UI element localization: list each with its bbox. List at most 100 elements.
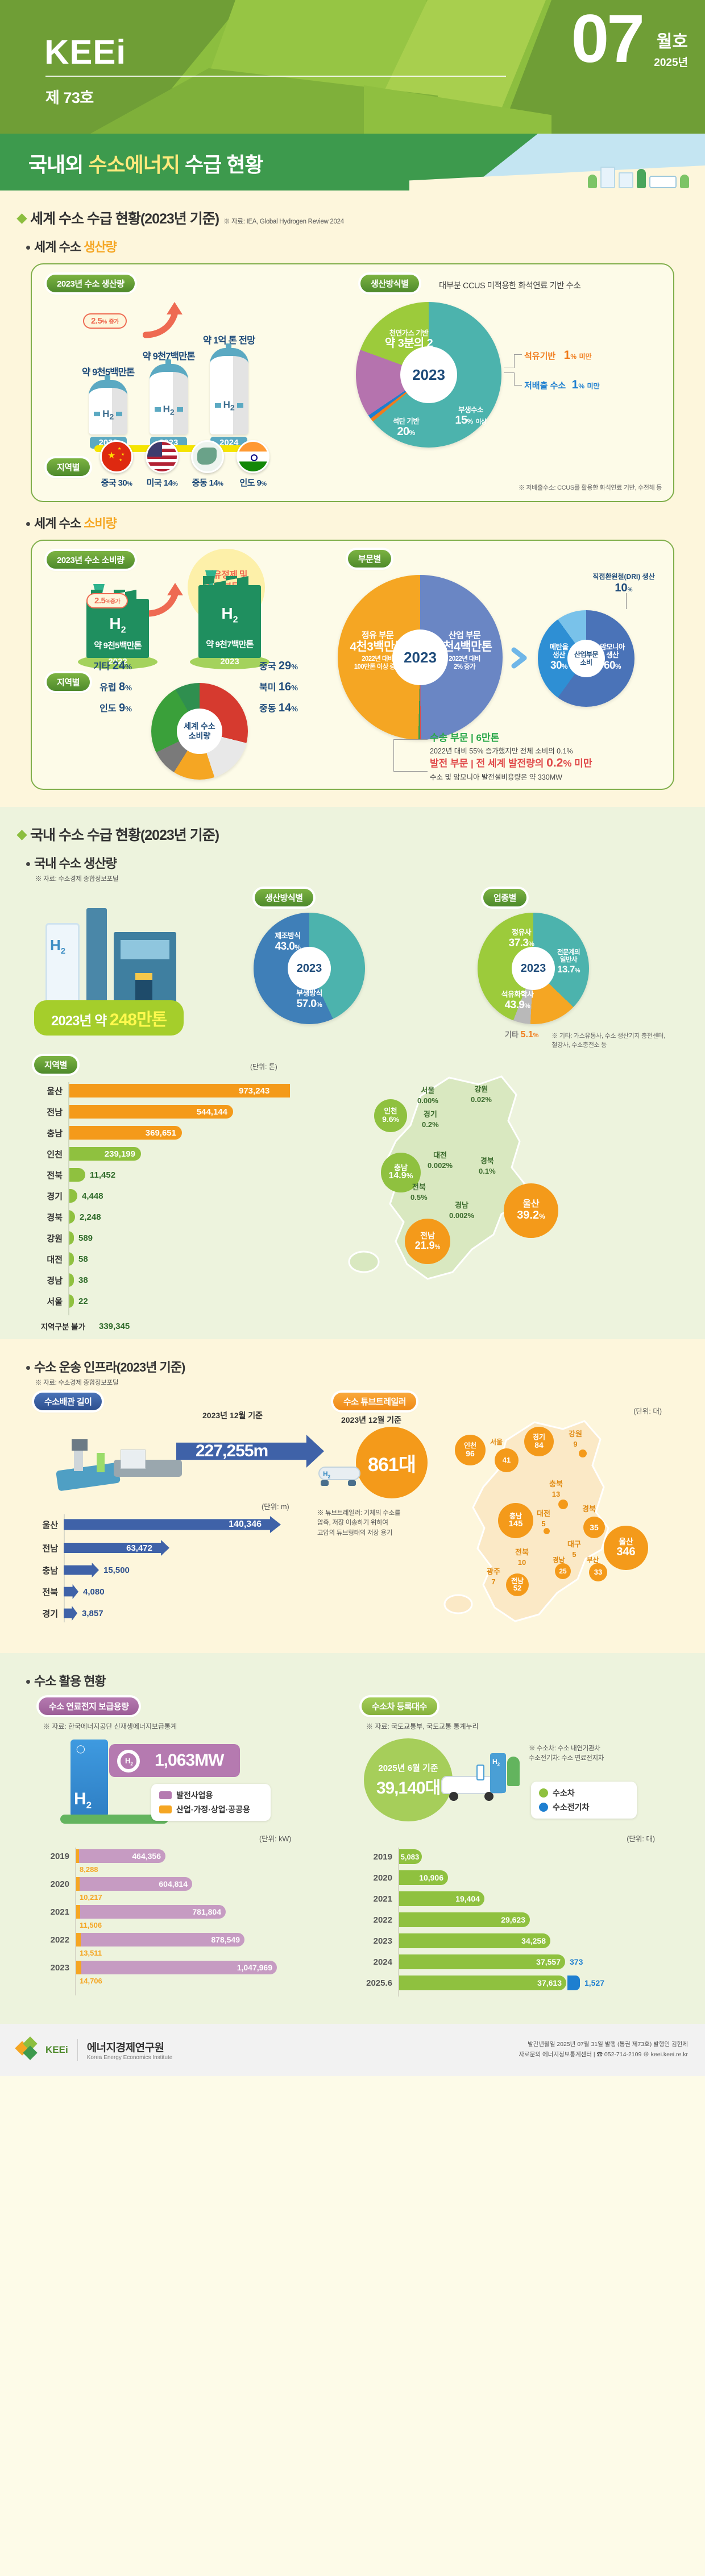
industry-label-ammonia: 암모니아 생산 60% <box>600 643 625 672</box>
map-region-gyeonggi: 경기 0.2% <box>422 1110 439 1129</box>
production-region-flags: ★ ★ ★ ★ 중국 30% 미국 14% <box>100 437 345 495</box>
table-row: 강원 589 <box>39 1229 295 1246</box>
korea-production-map: 서울 0.00% 경기 0.2% 강원 0.02% 인천 9.6% 충남 1 <box>279 1062 671 1306</box>
flag-item: 인도 9% <box>237 440 269 488</box>
sub-value: 13,511 <box>80 1949 102 1957</box>
fuelcell-pill: 수소 연료전지 보급용량 <box>39 1697 139 1715</box>
trailer-gyeongnam-label: 경남 <box>553 1557 565 1564</box>
table-row: 전북 4,080 <box>34 1583 318 1601</box>
pipe-asof: 2023년 12월 기준 <box>202 1411 263 1420</box>
trailer-ulsan: 울산 346 <box>604 1526 648 1570</box>
table-row: 2020 10,906 <box>362 1869 669 1887</box>
growth-word: 증가 <box>109 319 119 325</box>
keei-logo: KEEi <box>44 33 127 71</box>
donut-center-year: 2023 <box>288 947 331 990</box>
institute-name: 에너지경제연구원 <box>86 2042 164 2054</box>
map-region-ulsan: 울산 39.2% <box>504 1183 558 1238</box>
trailer-incheon: 인천 96 <box>455 1435 486 1465</box>
legend-swatch-icon <box>539 1788 548 1798</box>
dri-callout: 직접환원철(DRI) 생산 10% <box>592 573 655 594</box>
tank-item: 약 9천5백만톤 H2 2022 <box>82 365 135 449</box>
page-footer: KEEi 에너지경제연구원 Korea Energy Economics Ins… <box>0 2024 705 2076</box>
legend-item: 수소차 <box>539 1787 629 1799</box>
table-row: 전북 11,452 <box>39 1166 295 1183</box>
table-row: 서울 22 <box>39 1293 295 1310</box>
donut-center-year: 2023 <box>512 947 555 990</box>
dot-bullet-icon <box>26 1366 30 1370</box>
slice-label-general: 전문계의 일반사 13.7% <box>557 949 580 975</box>
trailer-pill: 수소 튜브트레일러 <box>333 1393 417 1410</box>
sub-value: 8,288 <box>80 1865 98 1874</box>
trailer-illustration: H2 <box>318 1454 364 1487</box>
region-name: 미국 <box>146 478 162 488</box>
table-row: 2019 464,356 <box>39 1848 323 1865</box>
trailer-daegu: 대구 5 <box>567 1540 581 1559</box>
map-region-jeonnam: 전남 21.9% <box>405 1219 450 1264</box>
domestic-section-title: 국내 수소 수급 현황(2023년 기준) <box>30 827 219 843</box>
consumption-factory-chart: H2 약 9천5백만톤 2022 H2 약 9천7백만톤 2023 <box>78 570 269 669</box>
table-row: 2021 19,404 <box>362 1890 669 1908</box>
table-row: 경남 38 <box>39 1272 295 1289</box>
trailer-unit: (단위: 대) <box>633 1407 662 1415</box>
pie-center-label: 세계 수소 소비량 <box>177 709 222 754</box>
pipe-bar-chart: 울산 140,346 전남 63,472 충남 15,500 전북 4,080 <box>34 1514 318 1626</box>
world-production-head: 세계 수소 생산량 <box>11 229 694 259</box>
pipe-total-banner: 227,255m <box>176 1435 324 1468</box>
method-pill: 생산방식별 <box>360 275 419 292</box>
map-region-seoul: 서울 0.00% <box>417 1086 438 1105</box>
production-tank-chart: 약 9천5백만톤 H2 2022 약 9천7백만톤 H2 2023 약 1억 톤… <box>66 333 255 449</box>
infra-title: 수소 운송 인프라(2023년 기준) <box>34 1360 185 1374</box>
fuelcell-legend: 발전사업용 산업·가정·상업·공공용 <box>151 1784 271 1821</box>
trailer-jeonnam: 전남 52 <box>506 1573 529 1596</box>
method-note: 대부분 CCUS 미적용한 화석연료 기반 수소 <box>439 281 581 291</box>
sub-value: 14,706 <box>80 1977 102 1985</box>
table-row: 울산 973,243 <box>39 1082 295 1099</box>
table-row: 전남 544,144 <box>39 1103 295 1120</box>
domestic-business-donut: 2023 정유사 37.3% 석유화학사 43.9% 전문계의 일반사 13.7… <box>478 913 589 1024</box>
tree-icon <box>588 175 597 188</box>
slice-label-coal: 석탄 기반 20% <box>392 417 420 438</box>
region-value: 30 <box>118 478 127 488</box>
map-region-gangwon: 강원 0.02% <box>471 1085 492 1104</box>
vehicle-pill: 수소차 등록대수 <box>362 1697 437 1715</box>
legend-swatch-icon <box>159 1805 172 1813</box>
vehicle-illustration: H2 <box>441 1753 521 1801</box>
vehicle-bar-chart: 2019 5,083 2020 10,906 2021 19,404 2022 … <box>362 1848 669 1997</box>
map-region-incheon: 인천 9.6% <box>374 1099 407 1132</box>
header-divider <box>45 76 506 77</box>
trailer-daejeon: 대전 5 <box>537 1509 550 1528</box>
region-bar-chart: 울산 973,243 전남 544,144 충남 369,651 인천 239,199 … <box>39 1082 295 1339</box>
map-region-daejeon: 대전 0.002% <box>428 1151 453 1170</box>
region-right-list: 중국 29% 북미 16% 중동 14% <box>259 660 298 714</box>
tree-icon <box>680 175 689 188</box>
table-row: 2023 34,258 <box>362 1932 669 1950</box>
region-value: 14 <box>163 478 173 488</box>
label-prefix: 세계 수소 <box>34 240 84 254</box>
trailer-gyeonggi: 경기 84 <box>524 1427 554 1456</box>
tank-item: 약 1억 톤 전망 H2 2024 <box>203 333 255 449</box>
production-pill: 2023년 수소 생산량 <box>47 275 135 292</box>
trailer-busan-label: 부산 <box>587 1557 599 1564</box>
truck-icon <box>649 176 677 188</box>
consumption-sector-donut: 2023 정유 부문 4천3백만톤 2022년 대비 100만톤 이상 증가 산… <box>338 575 503 740</box>
sub-value: 10,217 <box>80 1893 102 1902</box>
sub-value: 373 <box>570 1957 583 1966</box>
dot-bullet-icon <box>26 246 30 250</box>
tank-value: 약 9천5백만톤 <box>82 367 135 378</box>
title-prefix: 국내외 <box>28 153 89 176</box>
world-consumption-head: 세계 수소 소비량 <box>11 506 694 535</box>
trailer-jeonbuk: 전북 10 <box>515 1548 529 1567</box>
trailer-asof: 2023년 12월 기준 <box>341 1415 402 1424</box>
label-prefix: 세계 수소 <box>34 516 84 531</box>
fuelcell-unit: (단위: kW) <box>259 1835 292 1843</box>
business-pill: 업종별 <box>483 889 526 906</box>
slice-label-byproduct: 부생수소 15% 이상 <box>455 405 487 426</box>
slice-label-refiner: 정유사 37.3% <box>508 928 534 949</box>
month-label: 월호 <box>656 32 688 51</box>
growth-badge-production: 2.5% 증가 <box>83 313 127 329</box>
vehicle-footnote: ※ 수소차: 수소 내연기관차 수소전기차: 수소 연료전지차 <box>529 1745 604 1762</box>
industry-center-label: 산업부문 소비 <box>574 650 599 666</box>
production-method-donut: 2023 천연가스 기반 약 3분의 2 석탄 기반 20% 부생수소 15% … <box>356 302 501 448</box>
footer-logo: KEEi <box>15 2036 68 2061</box>
label-key: 소비량 <box>84 516 117 531</box>
